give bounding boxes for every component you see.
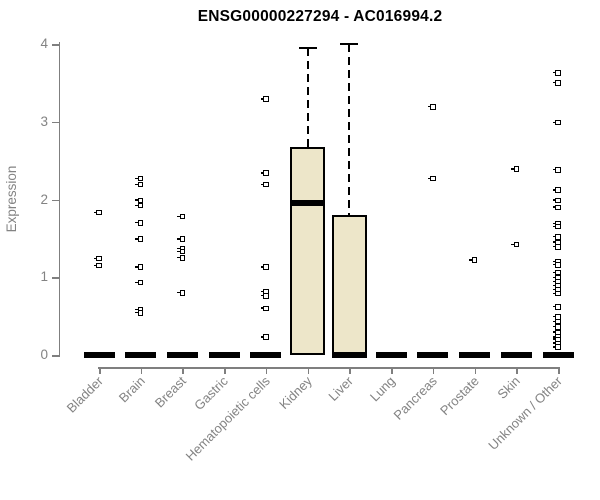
y-tick-label: 4	[40, 36, 48, 51]
data-point	[552, 304, 561, 310]
x-axis-tick	[391, 367, 393, 374]
median-line	[331, 352, 367, 358]
x-axis-tick	[140, 367, 143, 374]
x-axis-tick	[265, 367, 268, 374]
data-point	[177, 248, 186, 255]
y-tick-label: 0	[40, 347, 48, 362]
data-point	[552, 318, 561, 325]
data-point	[552, 187, 561, 193]
data-point	[552, 223, 561, 230]
x-category-label: Unknown / Other	[485, 373, 565, 453]
data-point	[135, 310, 144, 316]
x-axis-tick	[558, 367, 560, 374]
data-point	[552, 290, 561, 297]
median-line	[417, 352, 449, 358]
data-point	[469, 257, 478, 263]
data-point	[135, 236, 144, 242]
box-liver	[331, 215, 367, 355]
y-axis-line	[58, 42, 60, 357]
data-point	[177, 236, 186, 242]
data-point	[260, 293, 269, 299]
x-axis-tick	[516, 367, 518, 374]
median-line	[208, 352, 240, 358]
x-axis-tick	[307, 367, 310, 374]
data-point	[552, 244, 561, 250]
x-axis-tick	[432, 367, 435, 374]
x-axis-tick	[224, 367, 226, 374]
data-point	[552, 269, 561, 276]
y-tick-label: 2	[40, 191, 48, 207]
data-point	[552, 119, 561, 126]
data-point	[135, 197, 144, 204]
x-axis-line	[98, 367, 560, 369]
data-point	[260, 334, 269, 340]
data-point	[427, 104, 436, 110]
data-point	[177, 290, 186, 296]
data-point	[135, 264, 144, 270]
data-point	[93, 209, 102, 216]
data-point	[260, 305, 269, 312]
y-axis-tick	[51, 355, 59, 357]
data-point	[177, 255, 186, 261]
box-kidney	[290, 146, 326, 355]
y-axis-tick	[51, 44, 59, 46]
x-axis-tick	[349, 367, 351, 374]
data-point	[552, 167, 561, 173]
median-line	[290, 200, 326, 207]
data-point	[552, 204, 561, 211]
median-line	[459, 352, 491, 358]
data-point	[260, 96, 269, 102]
data-point	[93, 255, 102, 262]
median-line	[250, 352, 282, 358]
data-point	[135, 181, 144, 188]
data-point	[552, 324, 561, 330]
whisker-cap	[298, 46, 317, 49]
data-point	[135, 279, 144, 286]
chart-title: ENSG00000227294 - AC016994.2	[197, 8, 443, 25]
median-line	[83, 352, 115, 358]
data-point	[135, 220, 144, 226]
upper-whisker	[306, 47, 309, 147]
data-point	[552, 234, 561, 240]
median-line	[125, 352, 157, 358]
y-tick-label: 1	[40, 269, 48, 285]
y-axis-tick	[51, 199, 59, 201]
data-point	[511, 166, 520, 172]
x-axis-tick	[474, 367, 477, 374]
y-tick-label: 3	[40, 113, 48, 129]
data-point	[260, 181, 269, 188]
data-point	[552, 197, 561, 204]
data-point	[552, 344, 561, 350]
median-line	[375, 352, 407, 358]
data-point	[552, 70, 561, 76]
y-axis-tick	[51, 121, 59, 124]
x-axis-tick	[182, 367, 184, 374]
data-point	[511, 241, 520, 248]
data-point	[260, 170, 269, 176]
data-point	[135, 175, 144, 182]
median-line	[166, 352, 198, 358]
data-point	[93, 262, 102, 269]
median-line	[500, 352, 532, 358]
data-point	[552, 262, 561, 268]
data-point	[260, 264, 269, 270]
upper-whisker	[348, 44, 351, 216]
median-line	[542, 352, 574, 358]
y-axis-tick	[51, 277, 59, 279]
data-point	[552, 80, 561, 86]
x-axis-tick	[99, 367, 101, 374]
whisker-cap	[340, 43, 359, 45]
data-point	[135, 202, 144, 209]
data-point	[177, 213, 186, 220]
data-point	[427, 175, 436, 182]
